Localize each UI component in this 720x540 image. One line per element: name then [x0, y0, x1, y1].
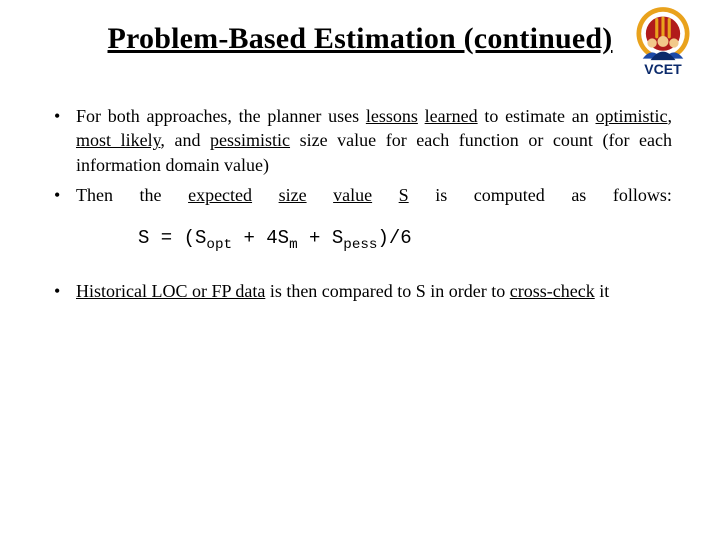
logo-text: VCET	[644, 61, 682, 77]
b2-w-as: as	[571, 183, 586, 207]
b2-u-value: value	[333, 183, 372, 207]
b1-u-optimistic: optimistic	[596, 106, 668, 126]
formula-mid1: + 4S	[232, 227, 289, 249]
b1-c2: , and	[160, 130, 210, 150]
b1-mid1: to estimate an	[478, 106, 596, 126]
formula-sub-pess: pess	[343, 237, 377, 253]
b3-post: it	[595, 281, 610, 301]
b1-u-lessons: lessons	[366, 106, 418, 126]
b1-sp1	[418, 106, 425, 126]
b3-mid: is then compared to S in order to	[265, 281, 509, 301]
b3-text: Historical LOC or FP data is then compar…	[76, 281, 609, 301]
formula-mid2: + S	[298, 227, 344, 249]
b1-pre1: For both approaches, the planner uses	[76, 106, 366, 126]
formula: S = (Sopt + 4Sm + Spess)/6	[138, 227, 672, 253]
slide: VCET Problem-Based Estimation (continued…	[0, 0, 720, 540]
b1-u-pessimistic: pessimistic	[210, 130, 290, 150]
b2-w-computed: computed	[474, 183, 545, 207]
b2-u-size: size	[279, 183, 307, 207]
b2-w-the: the	[140, 183, 162, 207]
b2-w-then: Then	[76, 183, 113, 207]
formula-sub-m: m	[289, 237, 298, 253]
b1-u-mostlikely: most likely	[76, 130, 160, 150]
bullet-list-2: Historical LOC or FP data is then compar…	[48, 279, 672, 303]
b1-text: For both approaches, the planner uses le…	[76, 106, 672, 175]
bullet-list: For both approaches, the planner uses le…	[48, 104, 672, 207]
bullet-3: Historical LOC or FP data is then compar…	[48, 279, 672, 303]
b2-u-expected: expected	[188, 183, 252, 207]
b3-u-crosscheck: cross-check	[510, 281, 595, 301]
formula-rhs: )/6	[377, 227, 411, 249]
b1-c1: ,	[668, 106, 673, 126]
b1-u-learned: learned	[425, 106, 478, 126]
bullet-1: For both approaches, the planner uses le…	[48, 104, 672, 177]
b2-w-follows: follows:	[613, 183, 672, 207]
b2-w-is: is	[435, 183, 447, 207]
formula-lhs: S = (S	[138, 227, 206, 249]
formula-sub-opt: opt	[206, 237, 232, 253]
vcet-logo: VCET	[624, 4, 702, 82]
slide-title: Problem-Based Estimation (continued)	[48, 22, 672, 56]
bullet-2: Then the expected size value S is comput…	[48, 183, 672, 207]
b2-u-s: S	[399, 183, 409, 207]
b3-u-historical: Historical LOC or FP data	[76, 281, 265, 301]
b2-line: Then the expected size value S is comput…	[76, 183, 672, 207]
